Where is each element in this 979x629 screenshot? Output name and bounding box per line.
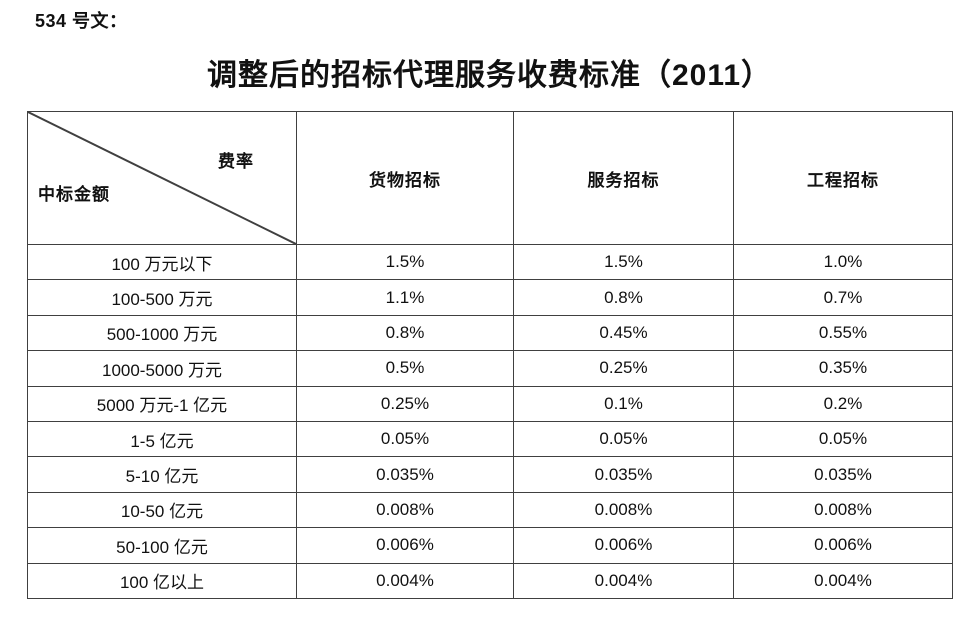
rate-value-cell: 0.006%: [296, 527, 514, 564]
row-label-cell: 10-50 亿元: [27, 491, 297, 529]
row-label-cell: 50-100 亿元: [27, 527, 297, 564]
rate-value-cell: 0.004%: [733, 562, 953, 599]
rate-value-cell: 0.008%: [513, 491, 734, 529]
table-row: 1-5 亿元 0.05% 0.05% 0.05%: [27, 420, 953, 458]
doc-number-label: 534 号文：: [35, 11, 128, 31]
rate-value-cell: 0.35%: [733, 350, 953, 387]
row-label-cell: 100 万元以下: [27, 243, 297, 281]
table-row: 50-100 亿元 0.006% 0.006% 0.006%: [27, 527, 953, 564]
diagonal-divider-line: [28, 112, 296, 244]
rate-value-cell: 0.006%: [733, 527, 953, 564]
rate-value-cell: 1.5%: [296, 243, 514, 281]
table-row: 5000 万元-1 亿元 0.25% 0.1% 0.2%: [27, 385, 953, 422]
row-label-cell: 100-500 万元: [27, 279, 297, 316]
rate-value-cell: 0.035%: [296, 456, 514, 493]
rate-value-cell: 0.05%: [296, 420, 514, 458]
column-header-goods-bidding: 货物招标: [296, 111, 514, 245]
header-row: 费率 中标金额 货物招标 服务招标 工程招标: [27, 111, 953, 245]
page-title: 调整后的招标代理服务收费标准（2011）: [206, 59, 773, 92]
rate-value-cell: 0.55%: [733, 314, 953, 352]
table-row: 100-500 万元 1.1% 0.8% 0.7%: [27, 279, 953, 316]
rate-value-cell: 0.05%: [513, 420, 734, 458]
rate-value-cell: 0.25%: [513, 350, 734, 387]
table-row: 10-50 亿元 0.008% 0.008% 0.008%: [27, 491, 953, 529]
row-label-cell: 1000-5000 万元: [27, 350, 297, 387]
rate-value-cell: 0.8%: [296, 314, 514, 352]
fee-table-body: 100 万元以下 1.5% 1.5% 1.0% 100-500 万元 1.1% 0.8% 0.…: [27, 243, 953, 599]
rate-value-cell: 0.05%: [733, 420, 953, 458]
row-label-cell: 100 亿以上: [27, 562, 297, 599]
rate-value-cell: 1.1%: [296, 279, 514, 316]
table-row: 100 万元以下 1.5% 1.5% 1.0%: [27, 243, 953, 281]
rate-value-cell: 0.004%: [513, 562, 734, 599]
corner-label-fee-rate: 费率: [218, 152, 254, 171]
rate-value-cell: 1.5%: [513, 243, 734, 281]
rate-value-cell: 0.2%: [733, 385, 953, 422]
rate-value-cell: 0.5%: [296, 350, 514, 387]
table-row: 5-10 亿元 0.035% 0.035% 0.035%: [27, 456, 953, 493]
table-row: 1000-5000 万元 0.5% 0.25% 0.35%: [27, 350, 953, 387]
rate-value-cell: 0.25%: [296, 385, 514, 422]
rate-value-cell: 0.7%: [733, 279, 953, 316]
column-header-engineering-bidding: 工程招标: [733, 111, 953, 245]
rate-value-cell: 0.035%: [513, 456, 734, 493]
table-row: 100 亿以上 0.004% 0.004% 0.004%: [27, 562, 953, 599]
rate-value-cell: 0.45%: [513, 314, 734, 352]
row-label-cell: 5000 万元-1 亿元: [27, 385, 297, 422]
rate-value-cell: 0.008%: [296, 491, 514, 529]
corner-label-bid-amount: 中标金额: [38, 185, 110, 204]
row-label-cell: 500-1000 万元: [27, 314, 297, 352]
corner-header-cell: 费率 中标金额: [27, 111, 297, 245]
rate-value-cell: 0.8%: [513, 279, 734, 316]
fee-table: 费率 中标金额 货物招标 服务招标 工程招标 100 万元以下 1.5% 1.5% 1…: [27, 111, 953, 599]
table-row: 500-1000 万元 0.8% 0.45% 0.55%: [27, 314, 953, 352]
rate-value-cell: 0.035%: [733, 456, 953, 493]
rate-value-cell: 0.1%: [513, 385, 734, 422]
rate-value-cell: 0.006%: [513, 527, 734, 564]
rate-value-cell: 0.004%: [296, 562, 514, 599]
row-label-cell: 1-5 亿元: [27, 420, 297, 458]
rate-value-cell: 1.0%: [733, 243, 953, 281]
row-label-cell: 5-10 亿元: [27, 456, 297, 493]
column-header-service-bidding: 服务招标: [513, 111, 734, 245]
rate-value-cell: 0.008%: [733, 491, 953, 529]
